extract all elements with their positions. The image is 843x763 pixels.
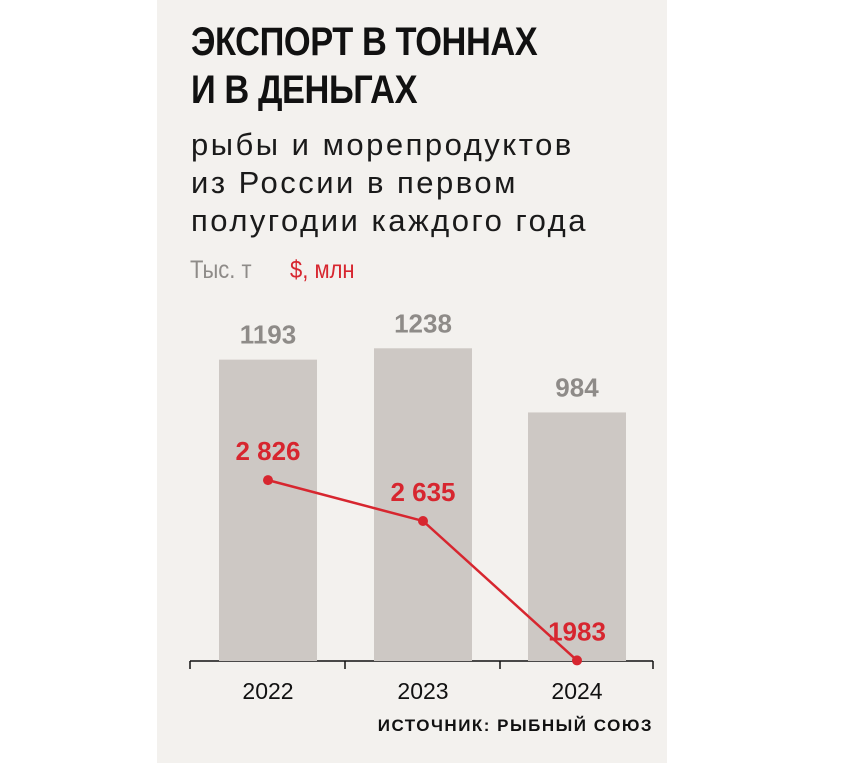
chart-subtitle: рыбы и морепродуктов из России в первом …: [191, 126, 671, 240]
bar-value-label: 1193: [240, 320, 296, 350]
usd-value-label: 1983: [548, 616, 606, 646]
legend-usd: $, млн: [290, 256, 355, 284]
bar-value-label: 1238: [394, 308, 452, 338]
title-line-1: ЭКСПОРТ В ТОННАХ: [191, 20, 538, 64]
legend-tonnes: Тыс. т: [190, 256, 252, 284]
bar-2022: [219, 359, 317, 661]
source-note: ИСТОЧНИК: РЫБНЫЙ СОЮЗ: [377, 716, 653, 735]
x-tick-label: 2022: [242, 678, 293, 704]
bar-2023: [374, 348, 472, 661]
x-tick-label: 2023: [397, 678, 448, 704]
subtitle-line-3: полугодии каждого года: [191, 203, 588, 238]
usd-value-label: 2 826: [235, 436, 300, 466]
usd-point: [572, 655, 582, 666]
usd-value-label: 2 635: [390, 477, 455, 507]
bar-value-label: 984: [555, 372, 599, 402]
title-line-2: И В ДЕНЬГАХ: [191, 68, 418, 112]
chart-title: ЭКСПОРТ В ТОННАХ И В ДЕНЬГАХ: [191, 18, 587, 114]
subtitle-line-2: из России в первом: [191, 165, 518, 200]
usd-point: [418, 515, 428, 526]
subtitle-line-1: рыбы и морепродуктов: [191, 127, 574, 162]
x-tick-label: 2024: [551, 678, 602, 704]
usd-point: [263, 475, 273, 486]
bar-2024: [528, 412, 626, 661]
